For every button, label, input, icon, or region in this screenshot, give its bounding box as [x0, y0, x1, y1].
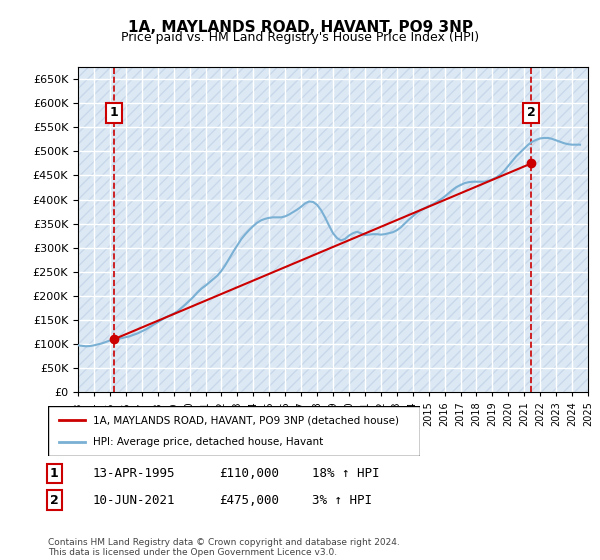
FancyBboxPatch shape: [48, 406, 420, 456]
Text: 1A, MAYLANDS ROAD, HAVANT, PO9 3NP: 1A, MAYLANDS ROAD, HAVANT, PO9 3NP: [128, 20, 473, 35]
Text: 3% ↑ HPI: 3% ↑ HPI: [312, 493, 372, 507]
Text: 18% ↑ HPI: 18% ↑ HPI: [312, 466, 380, 480]
Text: 1: 1: [50, 466, 58, 480]
Text: 1A, MAYLANDS ROAD, HAVANT, PO9 3NP (detached house): 1A, MAYLANDS ROAD, HAVANT, PO9 3NP (deta…: [92, 415, 398, 425]
Text: £475,000: £475,000: [219, 493, 279, 507]
Text: Price paid vs. HM Land Registry's House Price Index (HPI): Price paid vs. HM Land Registry's House …: [121, 31, 479, 44]
Text: 2: 2: [50, 493, 58, 507]
Text: 13-APR-1995: 13-APR-1995: [93, 466, 176, 480]
Text: 10-JUN-2021: 10-JUN-2021: [93, 493, 176, 507]
Text: 2: 2: [527, 106, 536, 119]
Text: Contains HM Land Registry data © Crown copyright and database right 2024.
This d: Contains HM Land Registry data © Crown c…: [48, 538, 400, 557]
Text: 1: 1: [110, 106, 119, 119]
Text: £110,000: £110,000: [219, 466, 279, 480]
Text: HPI: Average price, detached house, Havant: HPI: Average price, detached house, Hava…: [92, 437, 323, 447]
